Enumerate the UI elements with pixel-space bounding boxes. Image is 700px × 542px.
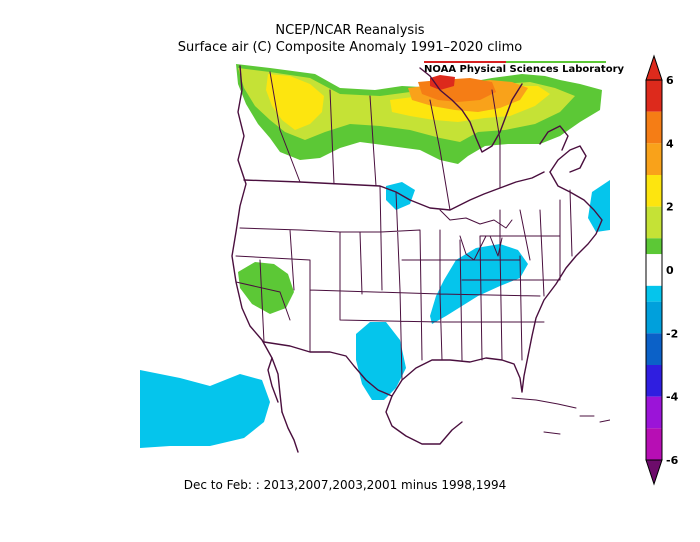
anomaly-fills bbox=[140, 64, 610, 448]
boundaries bbox=[231, 65, 610, 453]
gulf-coast bbox=[391, 355, 529, 397]
colorbar-bin bbox=[646, 111, 662, 144]
mexico-gulf-coast bbox=[385, 395, 463, 445]
colorbar-bin bbox=[646, 206, 662, 239]
colorbar-bin bbox=[646, 428, 662, 460]
lab-label: NOAA Physical Sciences Laboratory bbox=[424, 64, 625, 75]
canada-province-boundaries bbox=[269, 71, 501, 211]
map-title-line2: Surface air (C) Composite Anomaly 1991–2… bbox=[177, 40, 523, 55]
colorbar-frame bbox=[645, 79, 663, 461]
colorbar-bin bbox=[646, 396, 662, 429]
composite-caption: Dec to Feb: : 2013,2007,2003,2001 minus … bbox=[183, 478, 507, 492]
state-boundaries bbox=[235, 185, 573, 381]
colorbar-tick-label: 0 bbox=[666, 264, 674, 277]
colorbar: 6 4 2 0 -2 -4 -6 bbox=[645, 54, 679, 486]
colorbar-bin bbox=[646, 143, 662, 175]
atlantic-coast bbox=[527, 171, 603, 357]
canada-east-coast bbox=[539, 125, 587, 173]
colorbar-bin bbox=[646, 175, 662, 207]
colorbar-top-arrow bbox=[645, 54, 663, 81]
colorbar-bin bbox=[646, 333, 662, 365]
map-title-line1: NCEP/NCAR Reanalysis bbox=[275, 23, 425, 38]
colorbar-bottom-arrow bbox=[645, 459, 663, 486]
pacific-coastline bbox=[231, 65, 283, 413]
anomaly-cyan-east bbox=[430, 244, 528, 324]
colorbar-bin bbox=[646, 301, 662, 334]
hudson-bay-coast bbox=[419, 67, 523, 153]
baja-peninsula bbox=[267, 357, 299, 453]
colorbar-tick-label: 2 bbox=[666, 201, 674, 214]
colorbar-tick-label: -4 bbox=[666, 391, 679, 404]
anomaly-cyan-texas bbox=[356, 322, 406, 400]
colorbar-bin bbox=[646, 238, 662, 255]
colorbar-bin bbox=[646, 285, 662, 302]
anomaly-cyan-pacific bbox=[140, 370, 270, 448]
caribbean-islands bbox=[511, 397, 610, 435]
anomaly-yellow-west bbox=[266, 74, 324, 130]
anomaly-cyan-lakes bbox=[386, 182, 415, 210]
anomaly-green-southwest bbox=[238, 262, 294, 314]
colorbar-bin bbox=[646, 80, 662, 112]
lab-label-underline bbox=[424, 61, 606, 63]
colorbar-tick-label: -6 bbox=[666, 454, 679, 467]
great-lakes bbox=[439, 209, 513, 261]
anomaly-map bbox=[140, 64, 610, 453]
us-mexico-border bbox=[263, 341, 393, 397]
us-canada-border bbox=[243, 171, 545, 211]
colorbar-tick-label: 4 bbox=[666, 137, 674, 150]
colorbar-tick-label: -2 bbox=[666, 327, 678, 340]
anomaly-red bbox=[430, 75, 455, 90]
colorbar-bin bbox=[646, 254, 662, 286]
colorbar-bin bbox=[646, 365, 662, 397]
colorbar-tick-label: 6 bbox=[666, 74, 674, 87]
anomaly-cyan-atlantic bbox=[588, 180, 610, 232]
